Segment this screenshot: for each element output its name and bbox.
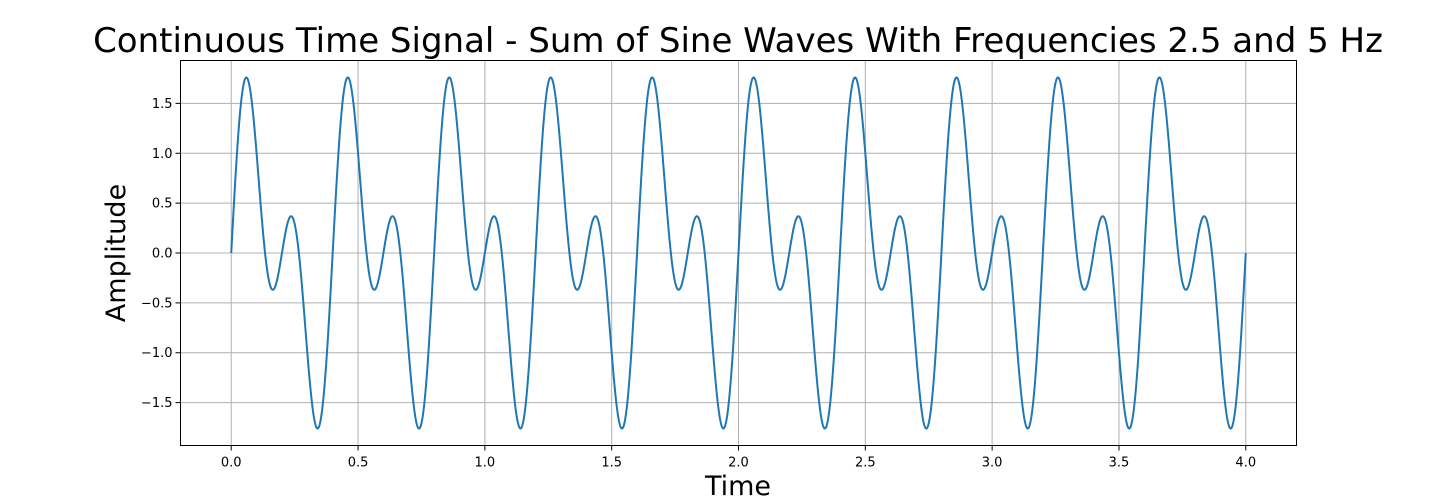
y-tick-label: −1.5 xyxy=(141,396,173,411)
chart-title: Continuous Time Signal - Sum of Sine Wav… xyxy=(93,21,1383,61)
y-axis-label: Amplitude xyxy=(101,184,132,322)
series-layer xyxy=(230,76,1247,430)
x-tick-label: 2.0 xyxy=(728,456,749,471)
x-tick-label: 0.5 xyxy=(348,456,369,471)
x-tick-label: 1.0 xyxy=(475,456,496,471)
y-tick-label: 1.0 xyxy=(152,147,173,162)
x-tick-label: 2.5 xyxy=(855,456,876,471)
y-tick-label: 0.0 xyxy=(152,247,173,262)
x-tick-label: 1.5 xyxy=(601,456,622,471)
y-tick-label: 0.5 xyxy=(152,197,173,212)
y-tick-label: −0.5 xyxy=(141,296,173,311)
y-tick-label: 1.5 xyxy=(152,97,173,112)
x-tick-label: 0.0 xyxy=(221,456,242,471)
x-tick-label: 4.0 xyxy=(1235,456,1256,471)
y-tick-label: −1.0 xyxy=(141,346,173,361)
x-axis-label: Time xyxy=(704,471,771,500)
ticks: 0.0 0.5 1.0 1.5 2.0 2.5 3.0 3.5 4.0 −1.5 −1.0 −0.5 0… xyxy=(141,97,1256,471)
x-tick-label: 3.0 xyxy=(982,456,1003,471)
x-tick-label: 3.5 xyxy=(1109,456,1130,471)
signal-line xyxy=(230,76,1247,430)
